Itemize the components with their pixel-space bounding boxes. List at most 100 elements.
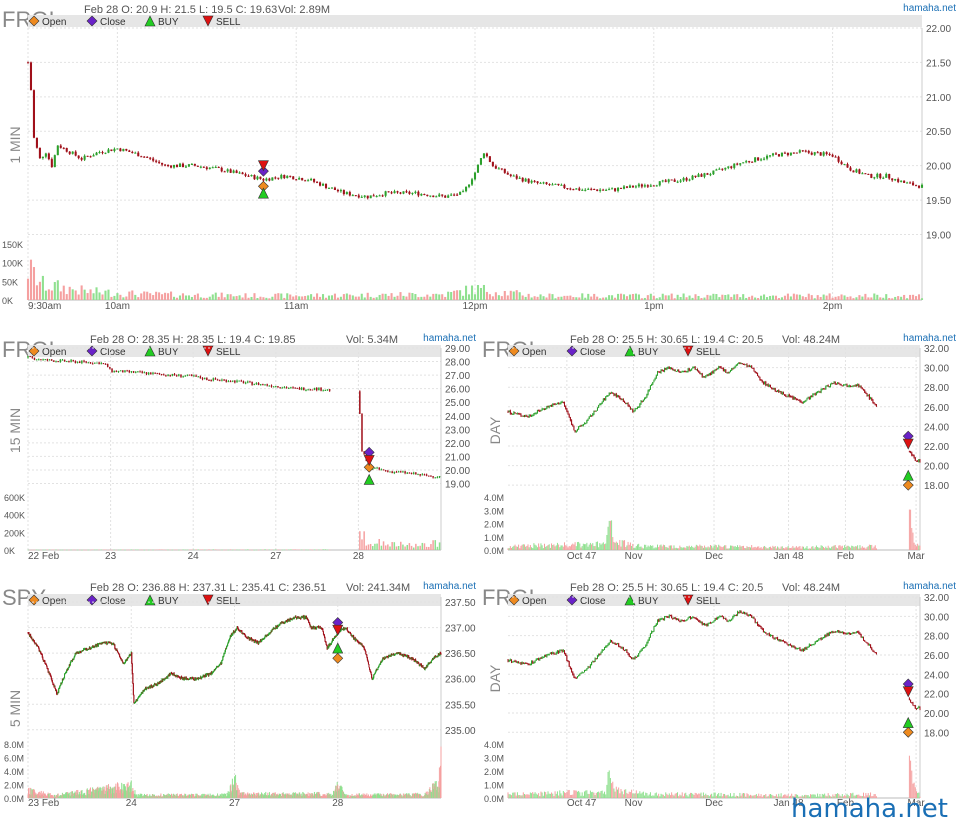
volume-bar	[733, 294, 735, 300]
volume-bar	[161, 294, 163, 300]
candle-body	[632, 186, 634, 188]
volume-bar	[519, 292, 521, 300]
volume-bar	[48, 289, 50, 300]
volume-bar	[444, 297, 446, 300]
candle-body	[912, 455, 913, 456]
candle-body	[635, 409, 636, 411]
volume-bar	[822, 546, 823, 550]
volume-bar	[337, 298, 339, 300]
candle-body	[204, 378, 206, 379]
candle-body	[755, 371, 756, 372]
candle-body	[265, 636, 266, 638]
volume-bar	[735, 546, 736, 550]
volume-bar	[408, 293, 410, 300]
volume-bar	[706, 295, 708, 300]
candle-body	[245, 383, 247, 384]
volume-bar	[622, 540, 623, 550]
volume-bar	[651, 546, 652, 550]
volume-bar	[809, 548, 810, 550]
volume-bar	[44, 550, 46, 551]
volume-bar	[906, 298, 908, 300]
volume-bar	[376, 297, 378, 300]
volume-bar	[817, 547, 818, 550]
volume-bar	[589, 545, 590, 550]
source-link: hamaha.net	[903, 581, 956, 592]
volume-bar	[128, 292, 130, 300]
volume-bar	[385, 545, 387, 550]
volume-bar	[645, 545, 646, 550]
candle-body	[180, 374, 182, 376]
volume-bar	[811, 295, 813, 300]
volume-bar	[828, 546, 829, 550]
candle-body	[703, 377, 704, 378]
volume-bar	[600, 545, 601, 550]
volume-bar	[633, 548, 634, 550]
candle-body	[872, 400, 873, 403]
volume-bar	[402, 545, 404, 550]
volume-bar	[141, 550, 143, 551]
volume-bar	[204, 550, 206, 551]
volume-bar	[625, 547, 626, 550]
candle-body	[674, 180, 676, 182]
volume-bar	[842, 546, 843, 550]
candle-body	[286, 176, 288, 178]
candle-body	[823, 152, 825, 155]
candle-body	[623, 186, 625, 188]
volume-bar	[477, 285, 479, 300]
candle-body	[617, 396, 618, 397]
volume-bar	[90, 550, 92, 551]
volume-bar	[388, 296, 390, 300]
source-link: hamaha.net	[423, 581, 476, 592]
candle-body	[763, 382, 764, 383]
candle-body	[709, 174, 711, 175]
candle-body	[579, 426, 580, 427]
volume-bar	[849, 296, 851, 300]
source-link: hamaha.net	[903, 3, 956, 14]
candle-body	[613, 394, 614, 395]
volume-bar	[72, 289, 74, 300]
price-tick-label: 22.00	[924, 690, 949, 701]
volume-bar	[51, 550, 53, 551]
candle-body	[652, 382, 653, 384]
volume-bar	[658, 547, 659, 550]
volume-bar	[157, 550, 159, 551]
volume-bar	[78, 295, 80, 300]
volume-bar	[430, 544, 432, 550]
candle-body	[778, 390, 779, 392]
volume-bar	[613, 542, 614, 550]
candle-body	[52, 682, 53, 684]
volume-bar	[587, 294, 589, 300]
candle-body	[700, 174, 702, 176]
volume-bar	[920, 546, 921, 550]
volume-bar	[730, 545, 731, 550]
volume-bar	[708, 546, 709, 550]
candle-body	[697, 369, 698, 371]
volume-bar	[516, 546, 517, 550]
volume-bar	[134, 295, 136, 300]
timeframe-label: 1 MIN	[7, 126, 23, 163]
volume-bar	[510, 546, 511, 550]
volume-bar	[805, 297, 807, 300]
candle-body	[653, 380, 654, 383]
candle-body	[437, 477, 439, 478]
volume-bar	[843, 295, 845, 300]
candle-body	[525, 179, 527, 182]
volume-bar	[534, 296, 536, 300]
volume-bar	[555, 546, 556, 550]
candle-body	[656, 376, 657, 378]
volume-bar	[399, 292, 401, 300]
candle-body	[537, 181, 539, 183]
volume-bar	[799, 295, 801, 300]
volume-bar	[150, 550, 152, 551]
candle-body	[495, 166, 497, 168]
candle-body	[224, 171, 226, 172]
candle-body	[459, 192, 461, 195]
volume-bar	[113, 550, 115, 551]
x-tick-label: 22 Feb	[28, 551, 60, 562]
candle-body	[802, 403, 803, 404]
candle-body	[399, 192, 401, 193]
candle-body	[728, 372, 729, 373]
volume-bar	[540, 543, 541, 550]
x-tick-label: 1pm	[644, 301, 663, 312]
volume-tick-label: 0K	[4, 546, 15, 556]
